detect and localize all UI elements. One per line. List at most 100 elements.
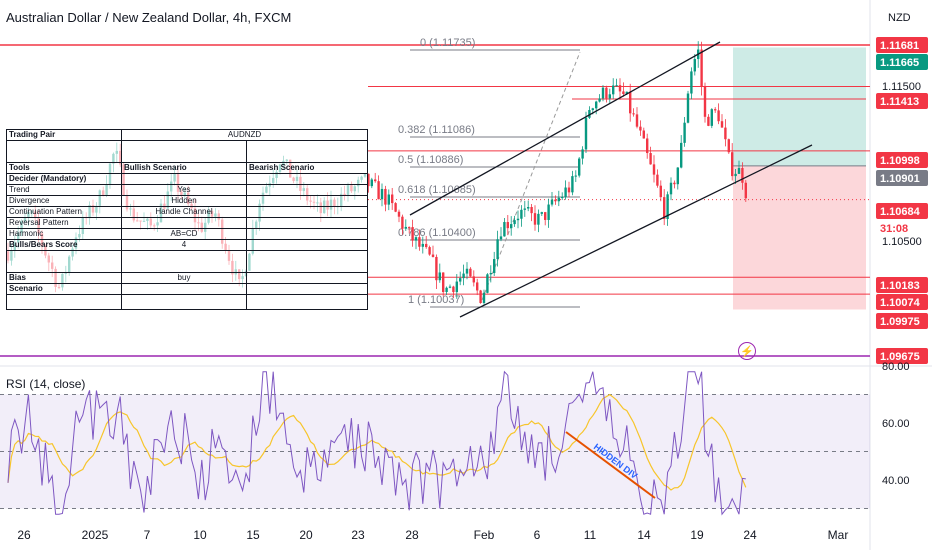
candle-body (639, 126, 642, 131)
candle-body (635, 114, 639, 127)
rsi-line (7, 370, 746, 516)
price-axis-label-bg (876, 54, 928, 70)
candle-body (605, 87, 608, 99)
candle-body (724, 127, 727, 140)
candle-body (469, 268, 472, 277)
fib-level-label: 0.786 (1.10400) (398, 227, 476, 239)
candle-body (370, 179, 373, 187)
candle-body (731, 152, 734, 177)
table-row: Harmonic AB=CD (6, 228, 368, 240)
candle-body (676, 167, 679, 185)
candle-body (520, 209, 523, 219)
candle-body (666, 194, 669, 219)
row-label: Divergence (6, 195, 122, 207)
time-axis-tick: 14 (637, 528, 651, 542)
fib-level-label: 0.618 (1.10685) (398, 184, 476, 196)
candle-body (401, 216, 404, 229)
candle-body (527, 207, 530, 209)
currency-label[interactable]: NZD (888, 12, 911, 24)
candle-body (442, 272, 445, 293)
candle-body (710, 109, 713, 126)
candle-body (455, 281, 458, 293)
time-axis-tick: 20 (299, 528, 313, 542)
bullish-header: Bullish Scenario (121, 162, 247, 174)
candle-body (622, 91, 625, 95)
rsi-axis-tick: 80.00 (882, 361, 910, 373)
candle-body (690, 71, 693, 94)
price-axis-label: 1.09975 (880, 316, 920, 328)
candle-body (632, 113, 635, 115)
row-label: Trend (6, 184, 122, 196)
candle-body (547, 204, 550, 220)
trading-plan-table: Trading Pair AUDNZD Tools Bullish Scenar… (6, 129, 368, 310)
row-bear (246, 217, 368, 229)
time-axis-tick: Feb (474, 528, 495, 542)
candle-body (421, 243, 424, 247)
candle-body (486, 274, 489, 293)
time-axis-tick: 2025 (82, 528, 109, 542)
candle-body (435, 256, 438, 281)
candle-body (642, 130, 645, 139)
row-bull: Handle Channel (121, 206, 247, 218)
channel-lower-line (459, 144, 813, 318)
candle-body (513, 220, 516, 225)
pair-label: Trading Pair (6, 129, 122, 141)
candle-body (737, 168, 741, 174)
candle-body (720, 121, 724, 128)
candle-body (384, 188, 387, 205)
candle-body (418, 237, 421, 247)
candle-body (707, 116, 710, 126)
time-axis-tick: 23 (351, 528, 365, 542)
candle-body (557, 197, 560, 202)
price-axis-label-bg (876, 37, 928, 53)
position-loss-zone (733, 165, 866, 310)
scenario-label: Scenario (6, 283, 122, 295)
time-axis-tick: 10 (193, 528, 207, 542)
candle-body (479, 290, 482, 303)
candle-body (714, 109, 717, 111)
price-axis-label: 1.11413 (880, 96, 919, 108)
bearish-header: Bearish Scenario (246, 162, 368, 174)
candle-body (615, 85, 618, 87)
price-axis-label: 1.10183 (880, 280, 920, 292)
candle-body (598, 98, 601, 102)
price-axis-label: 1.09675 (880, 351, 920, 363)
table-row: Bulls/Bears Score 4 (6, 239, 368, 251)
candle-body (496, 239, 499, 260)
rsi-axis-tick: 60.00 (882, 418, 910, 430)
candle-body (533, 213, 537, 225)
row-label: Continuation Pattern (6, 206, 122, 218)
row-label: Decider (Mandatory) (6, 173, 122, 185)
time-axis-tick: 28 (405, 528, 419, 542)
candle-body (744, 182, 747, 199)
table-row (6, 294, 368, 310)
candle-body (591, 108, 594, 111)
candle-body (530, 207, 533, 214)
table-row: Divergence Hidden (6, 195, 368, 207)
candle-body (652, 164, 656, 175)
price-axis-label-bg (876, 313, 928, 329)
candle-body (717, 110, 720, 122)
candle-body (499, 236, 503, 240)
candle-body (680, 142, 683, 168)
candle-body (700, 49, 703, 87)
table-row: Tools Bullish Scenario Bearish Scenario (6, 162, 368, 174)
price-axis-label-bg (876, 170, 928, 186)
candle-body (686, 93, 690, 123)
candle-body (462, 273, 465, 279)
candle-body (516, 218, 520, 221)
candle-body (374, 179, 377, 182)
candle-body (408, 226, 411, 228)
row-bear (246, 184, 368, 196)
rsi-ma-line (7, 393, 747, 491)
candle-body (625, 91, 628, 95)
alert-bolt-icon[interactable]: ⚡ (738, 342, 756, 360)
candle-body (741, 168, 744, 183)
row-bear (246, 173, 368, 185)
row-bear (246, 228, 368, 240)
candle-body (459, 278, 462, 282)
fib-level-label: 1 (1.10037) (408, 294, 464, 306)
candle-body (663, 197, 666, 219)
candle-body (414, 237, 418, 241)
tools-label: Tools (6, 162, 122, 174)
